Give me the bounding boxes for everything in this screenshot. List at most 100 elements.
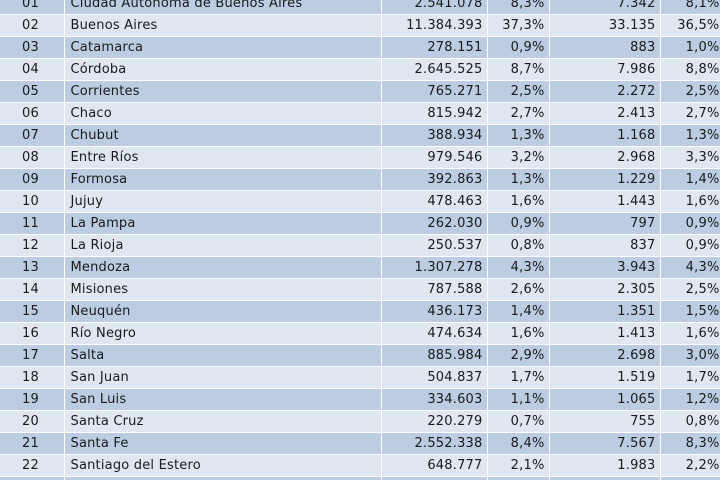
population-cell: 815.942 xyxy=(381,102,488,125)
table-row: 18 San Juan 504.837 1,7% 1.519 1,7% xyxy=(0,366,720,389)
count-cell: 1.413 xyxy=(549,322,661,345)
population-percent-cell: 1,3% xyxy=(487,168,550,191)
province-name-cell: Misiones xyxy=(64,278,382,301)
empty-cell xyxy=(660,476,720,480)
population-cell: 474.634 xyxy=(381,322,488,345)
population-percent-cell: 2,7% xyxy=(487,102,550,125)
population-percent-cell: 8,4% xyxy=(487,432,550,455)
population-percent-cell: 2,1% xyxy=(487,454,550,477)
population-cell: 478.463 xyxy=(381,190,488,213)
province-code-cell: 06 xyxy=(0,102,65,125)
province-name-cell: Salta xyxy=(64,344,382,367)
population-percent-cell: 8,7% xyxy=(487,58,550,81)
province-code-cell: 19 xyxy=(0,388,65,411)
province-code-cell: 21 xyxy=(0,432,65,455)
count-percent-cell: 3,3% xyxy=(660,146,720,169)
population-cell: 979.546 xyxy=(381,146,488,169)
province-name-cell: Río Negro xyxy=(64,322,382,345)
table-row: 12 La Rioja 250.537 0,8% 837 0,9% xyxy=(0,234,720,257)
province-name-cell: Entre Ríos xyxy=(64,146,382,169)
table-row: 16 Río Negro 474.634 1,6% 1.413 1,6% xyxy=(0,322,720,345)
province-name-cell: San Juan xyxy=(64,366,382,389)
province-code-cell: 13 xyxy=(0,256,65,279)
population-percent-cell: 1,6% xyxy=(487,190,550,213)
population-cell: 388.934 xyxy=(381,124,488,147)
population-cell: 2.541.078 xyxy=(381,0,488,15)
table-row: 02 Buenos Aires 11.384.393 37,3% 33.135 … xyxy=(0,14,720,37)
province-name-cell: Jujuy xyxy=(64,190,382,213)
count-cell: 797 xyxy=(549,212,661,235)
count-cell: 1.519 xyxy=(549,366,661,389)
province-name-cell: La Pampa xyxy=(64,212,382,235)
province-code-cell: 03 xyxy=(0,36,65,59)
population-percent-cell: 37,3% xyxy=(487,14,550,37)
count-percent-cell: 4,3% xyxy=(660,256,720,279)
population-cell: 278.151 xyxy=(381,36,488,59)
population-cell: 2.552.338 xyxy=(381,432,488,455)
count-percent-cell: 8,3% xyxy=(660,432,720,455)
table-row: 11 La Pampa 262.030 0,9% 797 0,9% xyxy=(0,212,720,235)
population-percent-cell: 1,3% xyxy=(487,124,550,147)
table-row: 17 Salta 885.984 2,9% 2.698 3,0% xyxy=(0,344,720,367)
province-name-cell: Ciudad Autónoma de Buenos Aires xyxy=(64,0,382,15)
count-percent-cell: 1,5% xyxy=(660,300,720,323)
population-percent-cell: 0,8% xyxy=(487,234,550,257)
table-row: 21 Santa Fe 2.552.338 8,4% 7.567 8,3% xyxy=(0,432,720,455)
empty-cell xyxy=(549,476,661,480)
province-code-cell: 17 xyxy=(0,344,65,367)
count-cell: 837 xyxy=(549,234,661,257)
population-cell: 885.984 xyxy=(381,344,488,367)
province-code-cell: 04 xyxy=(0,58,65,81)
population-percent-cell: 2,9% xyxy=(487,344,550,367)
count-cell: 755 xyxy=(549,410,661,433)
table-row: 06 Chaco 815.942 2,7% 2.413 2,7% xyxy=(0,102,720,125)
province-name-cell: San Luis xyxy=(64,388,382,411)
province-name-cell: Santa Cruz xyxy=(64,410,382,433)
province-code-cell: 11 xyxy=(0,212,65,235)
population-cell: 787.588 xyxy=(381,278,488,301)
province-name-cell: La Rioja xyxy=(64,234,382,257)
count-cell: 2.272 xyxy=(549,80,661,103)
count-cell: 1.983 xyxy=(549,454,661,477)
count-percent-cell: 8,1% xyxy=(660,0,720,15)
count-percent-cell: 0,8% xyxy=(660,410,720,433)
count-cell: 7.567 xyxy=(549,432,661,455)
count-percent-cell: 1,6% xyxy=(660,322,720,345)
count-percent-cell: 2,5% xyxy=(660,278,720,301)
count-cell: 2.968 xyxy=(549,146,661,169)
count-percent-cell: 1,3% xyxy=(660,124,720,147)
count-cell: 1.065 xyxy=(549,388,661,411)
province-code-cell: 01 xyxy=(0,0,65,15)
table-row: 08 Entre Ríos 979.546 3,2% 2.968 3,3% xyxy=(0,146,720,169)
population-percent-cell: 3,2% xyxy=(487,146,550,169)
count-percent-cell: 8,8% xyxy=(660,58,720,81)
table-row: 22 Santiago del Estero 648.777 2,1% 1.98… xyxy=(0,454,720,477)
province-code-cell: 22 xyxy=(0,454,65,477)
province-code-cell: 15 xyxy=(0,300,65,323)
province-code-cell: 08 xyxy=(0,146,65,169)
table-row: 03 Catamarca 278.151 0,9% 883 1,0% xyxy=(0,36,720,59)
count-percent-cell: 1,0% xyxy=(660,36,720,59)
count-percent-cell: 0,9% xyxy=(660,212,720,235)
population-percent-cell: 0,9% xyxy=(487,212,550,235)
count-cell: 1.168 xyxy=(549,124,661,147)
province-code-cell: 07 xyxy=(0,124,65,147)
population-cell: 11.384.393 xyxy=(381,14,488,37)
population-cell: 648.777 xyxy=(381,454,488,477)
population-percent-cell: 1,7% xyxy=(487,366,550,389)
count-percent-cell: 0,9% xyxy=(660,234,720,257)
population-percent-cell: 1,6% xyxy=(487,322,550,345)
table-row: 13 Mendoza 1.307.278 4,3% 3.943 4,3% xyxy=(0,256,720,279)
province-name-cell: Buenos Aires xyxy=(64,14,382,37)
count-cell: 1.351 xyxy=(549,300,661,323)
count-cell: 883 xyxy=(549,36,661,59)
province-name-cell: Mendoza xyxy=(64,256,382,279)
population-percent-cell: 1,4% xyxy=(487,300,550,323)
count-percent-cell: 2,5% xyxy=(660,80,720,103)
province-code-cell: 20 xyxy=(0,410,65,433)
empty-cell xyxy=(64,476,382,480)
population-cell: 1.307.278 xyxy=(381,256,488,279)
count-cell: 7.342 xyxy=(549,0,661,15)
count-cell: 1.229 xyxy=(549,168,661,191)
